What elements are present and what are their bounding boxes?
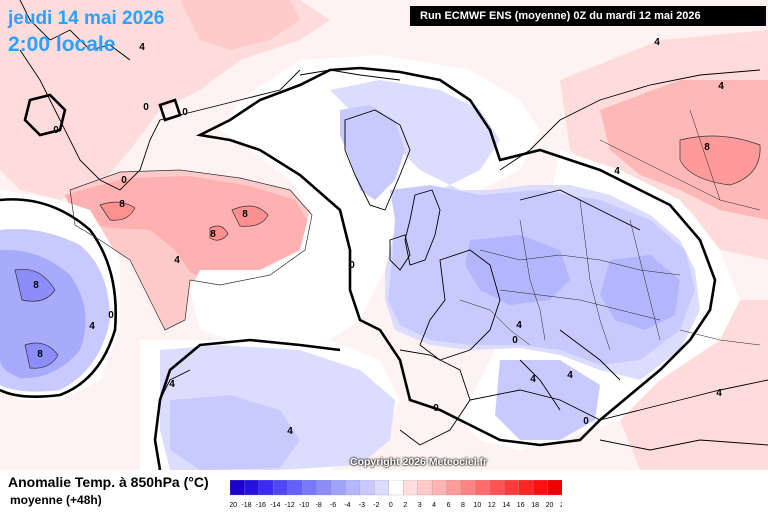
contour-label: 0 (512, 335, 518, 346)
contour-label: 8 (33, 280, 39, 291)
contour-label: 0 (53, 125, 59, 136)
legend-tick-label: -16 (256, 502, 266, 509)
legend-tick-label: -8 (315, 502, 321, 509)
legend-tick-label: 8 (461, 502, 465, 509)
legend-swatch (388, 480, 404, 496)
legend-swatch (417, 480, 433, 496)
contour-label: 8 (210, 229, 216, 240)
legend-tick-label: 4 (432, 502, 436, 509)
contour-label: 0 (349, 260, 355, 271)
color-scale-legend: -20-18-16-14-12-10-8-6-4-3-2023468101214… (230, 480, 562, 509)
contour-label: 8 (37, 349, 43, 360)
legend-tick-label: 20 (546, 502, 554, 509)
legend-swatch (330, 480, 346, 496)
contour-label: 0 (143, 102, 149, 113)
contour-label: 4 (716, 388, 722, 399)
contour-label: 4 (174, 255, 180, 266)
legend-swatch (345, 480, 361, 496)
zero-contour-lines (0, 66, 717, 470)
legend-tick-label: 22 (560, 502, 562, 509)
legend-swatch (504, 480, 520, 496)
coastlines (19, 0, 768, 451)
legend-swatch (258, 480, 274, 496)
legend-tick-label: 2 (403, 502, 407, 509)
legend-swatch (359, 480, 375, 496)
legend-tick-label: -10 (299, 502, 309, 509)
contour-label: 4 (654, 37, 660, 48)
legend-swatch (446, 480, 462, 496)
variable-subtitle: moyenne (+48h) (10, 493, 102, 507)
contour-label: 8 (119, 199, 125, 210)
legend-tick-label: 12 (488, 502, 496, 509)
contour-label: 0 (108, 310, 114, 321)
contour-label: 0 (433, 403, 439, 414)
legend-swatch (316, 480, 332, 496)
contour-label: 8 (704, 142, 710, 153)
legend-tick-label: -2 (373, 502, 379, 509)
contour-labels: 4 0 0 0 0 8 8 8 4 0 8 0 4 8 4 4 4 4 8 4 4 0 4 4 0 0 4 (33, 37, 724, 437)
legend-swatch (475, 480, 491, 496)
contour-label: 4 (139, 42, 145, 53)
legend-tick-label: 0 (389, 502, 393, 509)
contour-label: 4 (718, 81, 724, 92)
copyright-notice: Copyright 2026 Meteociel.fr (350, 456, 488, 468)
legend-swatch (403, 480, 419, 496)
model-run-info: Run ECMWF ENS (moyenne) 0Z du mardi 12 m… (410, 6, 766, 26)
legend-swatch (374, 480, 390, 496)
country-borders (459, 109, 761, 351)
contour-label: 0 (583, 416, 589, 427)
contour-label: 4 (89, 321, 95, 332)
legend-swatch (244, 480, 260, 496)
legend-swatch (518, 480, 534, 496)
variable-title: Anomalie Temp. à 850hPa (°C) (8, 474, 209, 490)
anomaly-map: 4 0 0 0 0 8 8 8 4 0 8 0 4 8 4 4 4 4 8 4 4 0 4 4 0 0 4 (0, 0, 768, 470)
legend-tick-label: 14 (502, 502, 510, 509)
contour-label: 4 (567, 370, 573, 381)
legend-swatch (230, 480, 245, 496)
legend-tick-label: -20 (230, 502, 237, 509)
contour-label: 4 (169, 379, 175, 390)
legend-swatch (273, 480, 289, 496)
legend-tick-label: 10 (473, 502, 481, 509)
forecast-date: jeudi 14 mai 2026 (8, 8, 165, 29)
legend-tick-label: 6 (447, 502, 451, 509)
legend-swatch (460, 480, 476, 496)
legend-swatch (287, 480, 303, 496)
legend-swatch (302, 480, 318, 496)
contour-label: 0 (121, 175, 127, 186)
legend-swatch (532, 480, 549, 496)
contour-label: 4 (530, 374, 536, 385)
legend-swatch (547, 480, 562, 496)
legend-swatch (489, 480, 505, 496)
contour-label: 0 (182, 107, 188, 118)
legend-tick-label: -14 (270, 502, 280, 509)
legend-tick-label: -4 (344, 502, 350, 509)
anomaly-contour-lines (14, 135, 761, 369)
legend-swatch (431, 480, 447, 496)
forecast-local-time: 2:00 locale (8, 33, 116, 56)
legend-tick-label: -6 (330, 502, 336, 509)
legend-tick-label: -18 (241, 502, 251, 509)
contour-label: 4 (614, 166, 620, 177)
legend-tick-label: 18 (531, 502, 539, 509)
legend-tick-label: 16 (517, 502, 525, 509)
legend-tick-label: -3 (359, 502, 365, 509)
contour-label: 4 (287, 426, 293, 437)
legend-tick-label: 3 (418, 502, 422, 509)
legend-tick-label: -12 (285, 502, 295, 509)
contour-label: 4 (516, 320, 522, 331)
contour-label: 8 (242, 209, 248, 220)
